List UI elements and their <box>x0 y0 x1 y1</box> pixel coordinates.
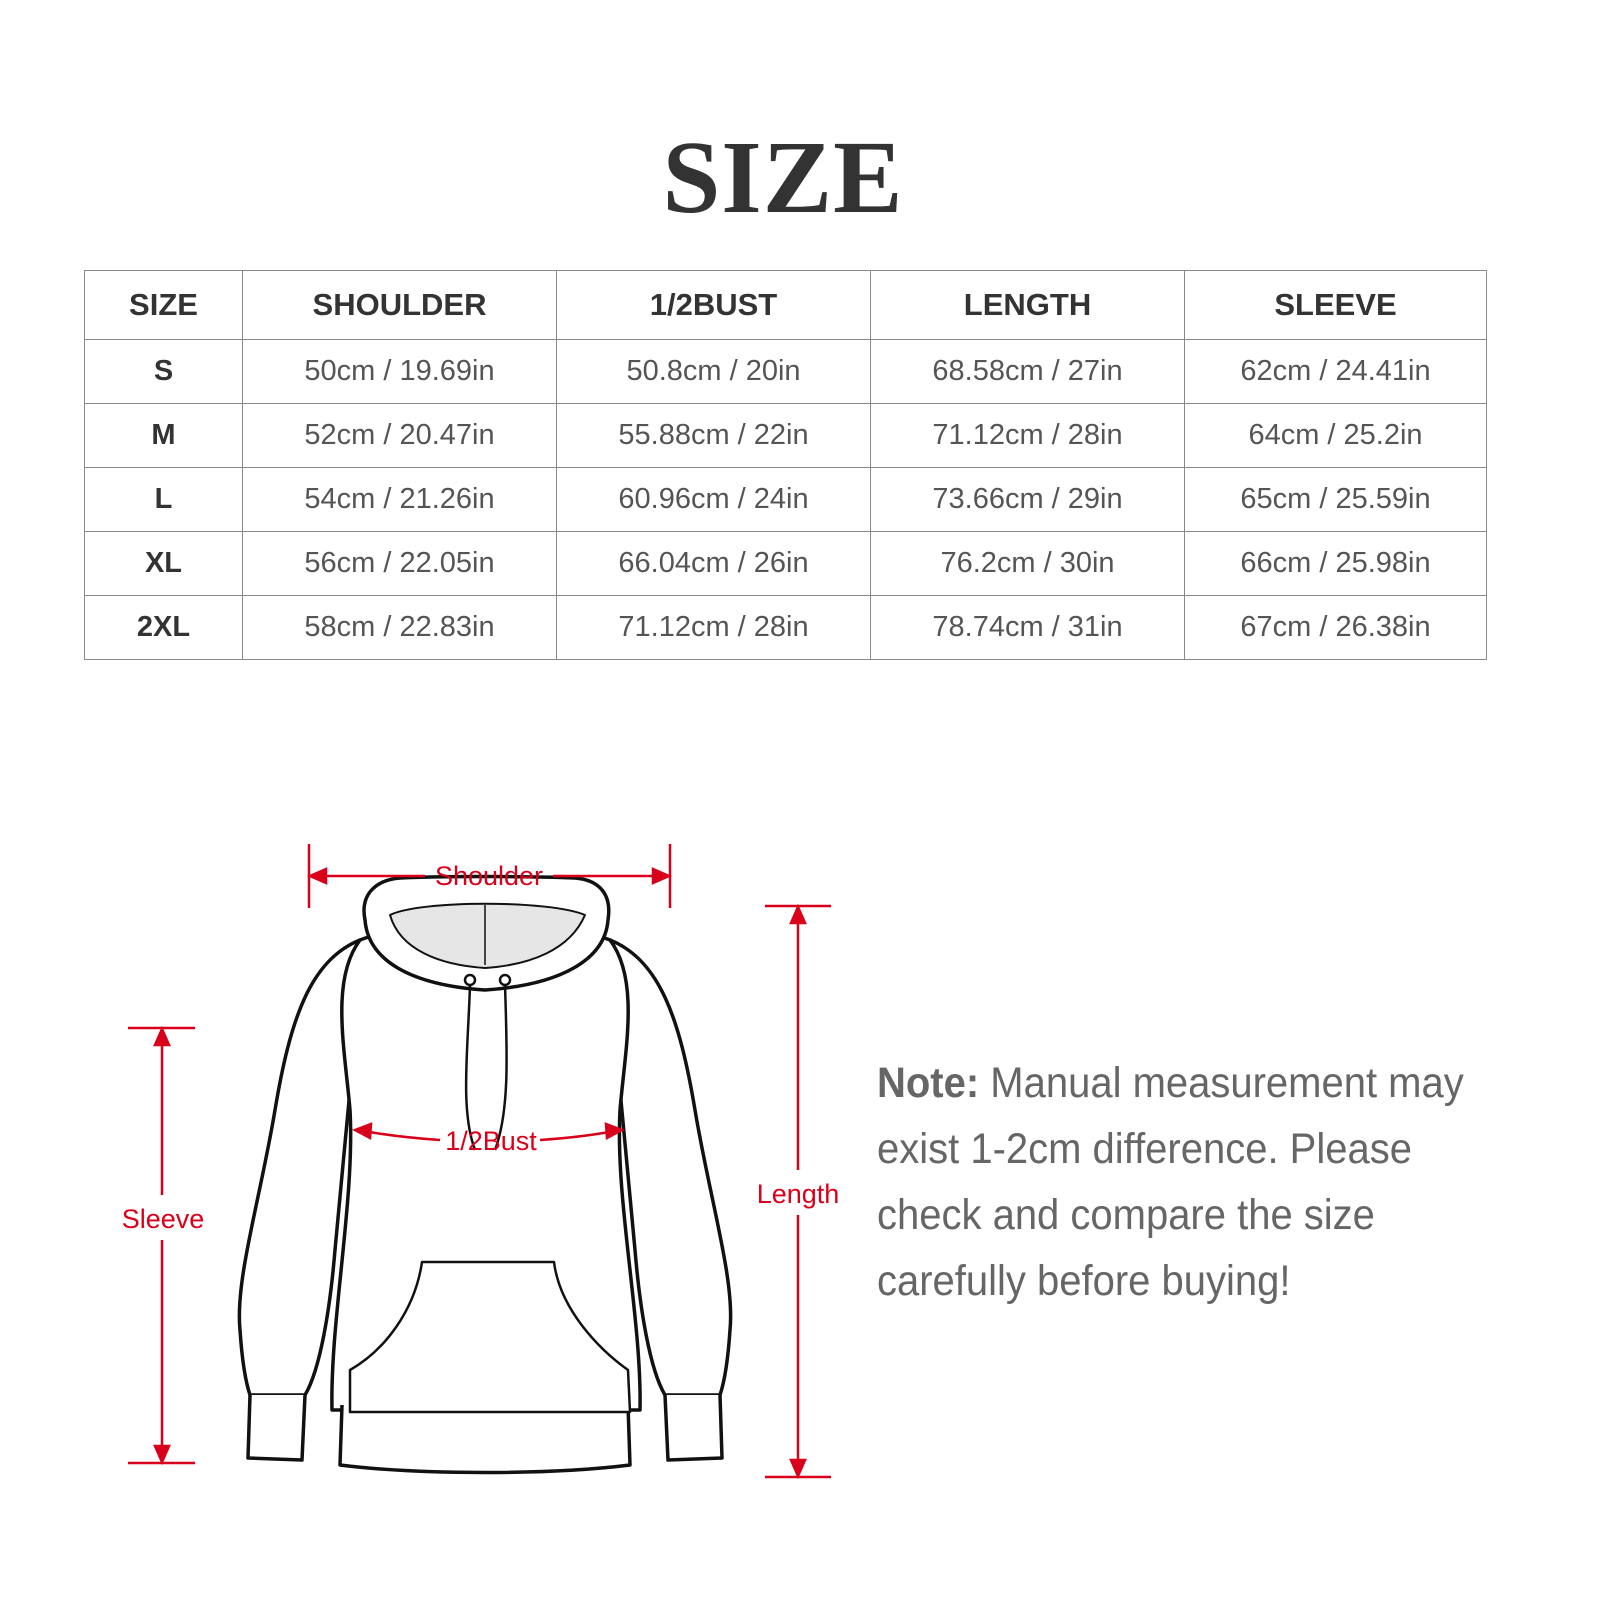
size-cell: L <box>84 467 243 532</box>
table-row: S 50cm / 19.69in 50.8cm / 20in 68.58cm / 27… <box>84 339 1487 404</box>
size-cell: 2XL <box>84 595 243 660</box>
shoulder-arrow-left <box>306 867 328 885</box>
bust-arrow-left <box>351 1122 373 1141</box>
measurement-cell: 65cm / 25.59in <box>1184 467 1487 532</box>
size-cell: S <box>84 339 243 404</box>
length-arrow-top <box>789 903 807 925</box>
measurement-cell: 52cm / 20.47in <box>242 403 557 468</box>
bust-label: 1/2Bust <box>445 1126 537 1156</box>
note-text: Manual measurement may exist 1-2cm diffe… <box>877 1059 1464 1305</box>
table-header-row: SIZE SHOULDER 1/2BUST LENGTH SLEEVE <box>84 270 1487 340</box>
hoodie-outline <box>237 874 733 1475</box>
measurement-cell: 50cm / 19.69in <box>242 339 557 404</box>
shoulder-arrow-right <box>651 867 673 885</box>
measurement-note: Note: Manual measurement may exist 1-2cm… <box>877 1050 1472 1314</box>
measurement-cell: 50.8cm / 20in <box>556 339 871 404</box>
sleeve-arrow-bottom <box>153 1444 171 1466</box>
measurement-cell: 76.2cm / 30in <box>870 531 1185 596</box>
measurement-cell: 64cm / 25.2in <box>1184 403 1487 468</box>
page-title: SIZE <box>662 120 904 235</box>
shoulder-label: Shoulder <box>435 861 543 891</box>
measurement-cell: 66.04cm / 26in <box>556 531 871 596</box>
size-cell: M <box>84 403 243 468</box>
bust-arrow-right <box>604 1122 626 1141</box>
measurement-annotations <box>128 844 831 1480</box>
measurement-cell: 66cm / 25.98in <box>1184 531 1487 596</box>
measurement-cell: 58cm / 22.83in <box>242 595 557 660</box>
measurement-cell: 55.88cm / 22in <box>556 403 871 468</box>
measurement-cell: 62cm / 24.41in <box>1184 339 1487 404</box>
table-row: 2XL 58cm / 22.83in 71.12cm / 28in 78.74cm /… <box>84 595 1487 660</box>
hoodie-drawstrings <box>463 973 512 1151</box>
sleeve-label: Sleeve <box>122 1204 205 1234</box>
length-arrow-bottom <box>789 1458 807 1480</box>
table-row: XL 56cm / 22.05in 66.04cm / 26in 76.2cm / 3… <box>84 531 1487 596</box>
note-label: Note: <box>877 1059 980 1107</box>
measurement-cell: 73.66cm / 29in <box>870 467 1185 532</box>
table-row: M 52cm / 20.47in 55.88cm / 22in 71.12cm / 2… <box>84 403 1487 468</box>
measurement-cell: 78.74cm / 31in <box>870 595 1185 660</box>
header-length: LENGTH <box>870 270 1185 340</box>
size-table: SIZE SHOULDER 1/2BUST LENGTH SLEEVE S 50c… <box>84 270 1487 660</box>
header-size: SIZE <box>84 270 243 340</box>
measurement-cell: 54cm / 21.26in <box>242 467 557 532</box>
measurement-cell: 71.12cm / 28in <box>556 595 871 660</box>
header-bust: 1/2BUST <box>556 270 871 340</box>
measurement-cell: 71.12cm / 28in <box>870 403 1185 468</box>
header-sleeve: SLEEVE <box>1184 270 1487 340</box>
length-label: Length <box>757 1179 840 1209</box>
measurement-cell: 56cm / 22.05in <box>242 531 557 596</box>
table-row: L 54cm / 21.26in 60.96cm / 24in 73.66cm / 2… <box>84 467 1487 532</box>
measurement-cell: 67cm / 26.38in <box>1184 595 1487 660</box>
sleeve-arrow-top <box>153 1025 171 1047</box>
measurement-cell: 60.96cm / 24in <box>556 467 871 532</box>
